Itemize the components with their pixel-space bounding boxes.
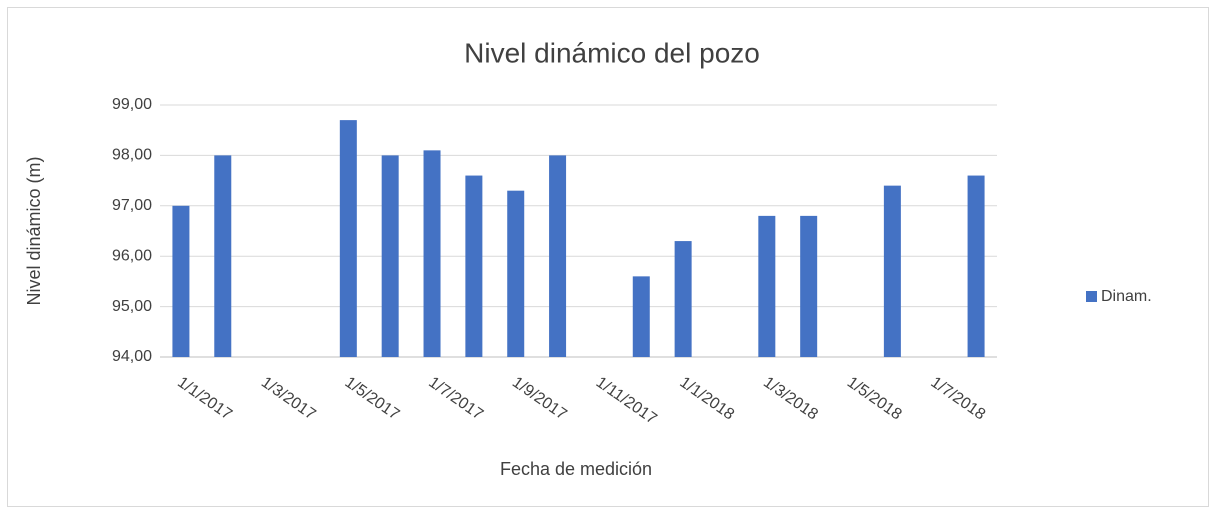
bar: [339, 120, 357, 358]
bar: [549, 155, 567, 357]
chart-title: Nivel dinámico del pozo: [464, 37, 760, 68]
y-tick-label: 95,00: [112, 298, 152, 315]
y-tick-label: 98,00: [112, 147, 152, 164]
bar: [507, 190, 525, 357]
legend-swatch: [1086, 291, 1097, 302]
bar: [967, 175, 985, 357]
bar: [465, 175, 483, 357]
legend-label: Dinam.: [1101, 288, 1152, 305]
y-tick-label: 99,00: [112, 96, 152, 113]
y-axis-label: Nivel dinámico (m): [24, 156, 44, 305]
bar: [381, 155, 399, 357]
bar: [423, 150, 441, 357]
x-axis-label: Fecha de medición: [500, 459, 652, 479]
chart-frame: [7, 7, 1209, 507]
y-tick-label: 94,00: [112, 348, 152, 365]
bar: [800, 215, 818, 357]
y-tick-label: 96,00: [112, 247, 152, 264]
bar: [883, 185, 901, 357]
bar: [674, 241, 692, 357]
y-tick-label: 97,00: [112, 197, 152, 214]
bar: [172, 205, 190, 357]
bar: [214, 155, 232, 357]
bar: [758, 215, 776, 357]
bar: [632, 276, 650, 357]
